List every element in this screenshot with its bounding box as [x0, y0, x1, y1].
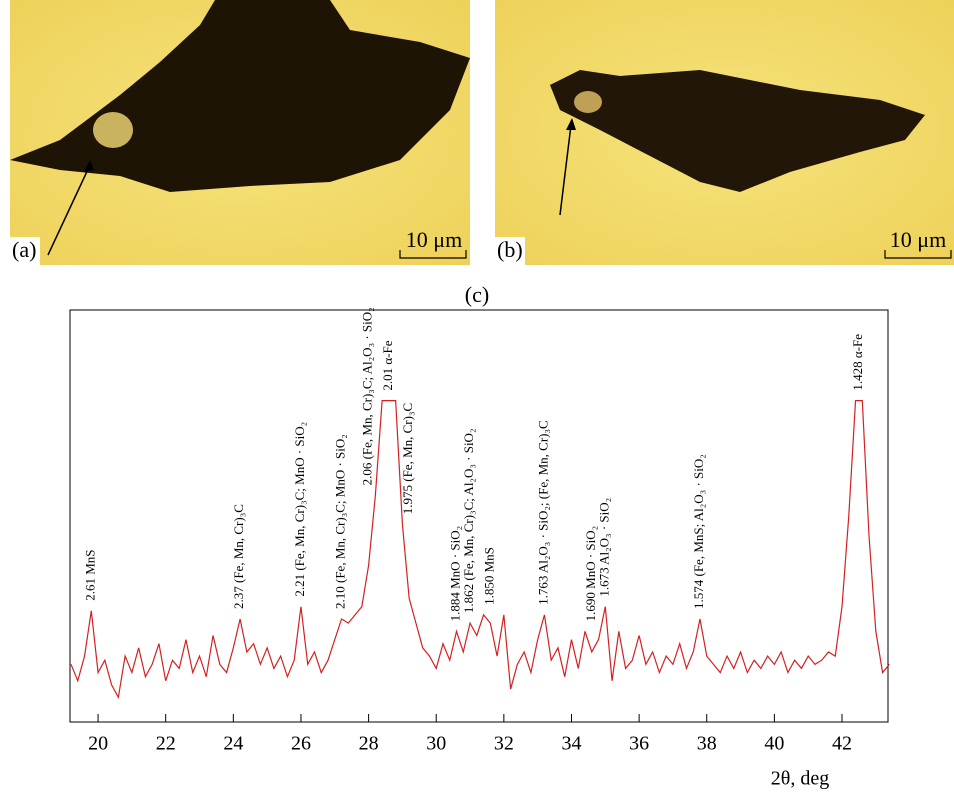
- x-tick-label: 36: [629, 733, 649, 755]
- peak-label: 1.850 MnS: [481, 547, 496, 605]
- x-tick-label: 34: [561, 733, 581, 755]
- x-tick-label: 30: [426, 733, 446, 755]
- peak-label: 2.06 (Fe, Mn, Cr)₃C; Al₂O₃ · SiO₂: [360, 307, 375, 485]
- x-axis-label: 2θ, deg: [771, 768, 829, 790]
- peak-label: 1.862 (Fe, Mn, Cr)₃C; Al₂O₃ · SiO₂: [461, 429, 476, 614]
- inclusion: [550, 70, 925, 192]
- arrow: [559, 124, 572, 216]
- peak-label: 2.01 α-Fe: [380, 340, 395, 390]
- peak-label: 1.975 (Fe, Mn, Cr)₃C: [400, 403, 415, 514]
- x-tick-label: 28: [359, 733, 379, 755]
- x-tick-label: 24: [223, 733, 243, 755]
- peak-label: 1.673 Al₂O₃ · SiO₂: [596, 498, 611, 597]
- x-tick-label: 26: [291, 733, 311, 755]
- peak-label: 2.10 (Fe, Mn, Cr)₃C; MnO · SiO₂: [333, 434, 348, 609]
- scale-bar: [399, 250, 467, 259]
- peak-label: 1.428 α-Fe: [850, 334, 865, 391]
- panel-label: (a): [12, 237, 36, 262]
- label-box: [495, 237, 525, 265]
- peak-label: 2.21 (Fe, Mn, Cr)₃C; MnO · SiO₂: [292, 422, 307, 597]
- inclusion-core: [574, 91, 602, 113]
- inclusion-core: [93, 112, 133, 148]
- peak-label: 2.37 (Fe, Mn, Cr)₃C: [231, 504, 246, 609]
- peak-label: 2.61 MnS: [82, 549, 97, 600]
- x-tick-label: 32: [494, 733, 514, 755]
- peak-label: 1.763 Al₂O₃ · SiO₂; (Fe, Mn, Cr)₃C: [535, 420, 550, 605]
- x-tick-label: 40: [764, 733, 784, 755]
- scale-label: 10 μm: [890, 227, 946, 252]
- x-tick-label: 42: [832, 733, 852, 755]
- arrow-head: [566, 118, 576, 130]
- scale-bar: [884, 250, 952, 259]
- x-tick-label: 22: [156, 733, 176, 755]
- plot-frame: [69, 309, 889, 723]
- arrow-head: [84, 160, 94, 172]
- peak-label: 1.884 MnO · SiO₂: [447, 526, 462, 622]
- panel-label: (b): [497, 237, 523, 262]
- data-line: [70, 400, 890, 700]
- x-tick-label: 20: [88, 733, 108, 755]
- arrow: [47, 164, 91, 256]
- panel-label: (c): [465, 282, 489, 307]
- peak-label: 1.574 (Fe, MnS; Al₂O₃ · SiO₂: [691, 454, 706, 609]
- x-tick-label: 38: [697, 733, 717, 755]
- peak-label: 1.690 MnO · SiO₂: [583, 526, 598, 622]
- scale-label: 10 μm: [406, 227, 462, 252]
- label-box: [10, 237, 40, 265]
